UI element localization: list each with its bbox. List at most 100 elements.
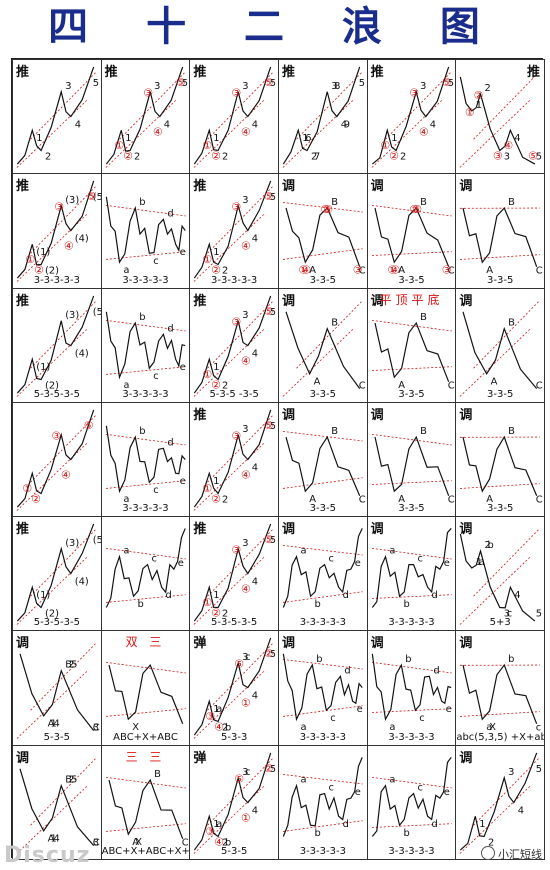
wave-type-tag: 调 xyxy=(282,636,296,652)
wave-structure-label: 3-3-5 xyxy=(398,503,425,515)
wave-cell: a b c d e 调 3-3-3-3-3 xyxy=(278,516,368,632)
wave-drawing: A B C 1 2 3 4 5 xyxy=(16,756,100,854)
wave-label: 2 xyxy=(485,83,491,94)
wave-line xyxy=(371,528,452,609)
wave-line xyxy=(282,528,363,608)
wave-label: ⑤ xyxy=(235,772,245,785)
wave-label: b xyxy=(314,828,320,839)
wave-label: ① xyxy=(241,697,251,710)
wave-label: B xyxy=(420,197,427,208)
page-title: 四 十 二 浪 图 xyxy=(48,3,502,50)
wave-label: 2 xyxy=(68,660,74,671)
wave-label: 2 xyxy=(222,723,228,734)
wave-label: ① xyxy=(203,482,213,495)
wave-line xyxy=(282,756,363,837)
wave-label: 1 xyxy=(214,133,220,144)
wave-label: 2 xyxy=(222,266,228,277)
wave-type-tag: 调 xyxy=(459,636,473,652)
wave-label: ⑤ xyxy=(528,149,538,162)
wave-line xyxy=(19,768,95,846)
wave-label: 4 xyxy=(518,805,524,816)
wave-label: ② xyxy=(264,762,274,775)
channel-line xyxy=(282,659,363,670)
channel-line xyxy=(282,591,363,603)
channel-line xyxy=(282,202,363,213)
wave-type-tag: 弹 xyxy=(193,636,207,652)
wave-label: ④ xyxy=(241,125,251,138)
wave-drawing: 12 3 4 5 ①② ③ ④ ⑤ xyxy=(194,523,276,625)
wave-label: ① xyxy=(465,106,475,119)
wave-drawing: A B C xyxy=(282,426,366,505)
wave-label: c xyxy=(153,256,158,267)
wave-line xyxy=(371,66,449,165)
wave-label: (4) xyxy=(75,234,89,245)
wave-label: a xyxy=(300,723,306,734)
wave-line xyxy=(374,207,449,268)
wave-label: 1 xyxy=(480,819,486,830)
wave-label: 1 xyxy=(36,133,42,144)
wave-type-tag: 调 xyxy=(370,522,384,538)
wave-cell: A B C 调 3-3-5 xyxy=(455,287,545,403)
wave-label: b xyxy=(405,655,411,666)
wave-label: B xyxy=(420,312,427,323)
wave-label: (3) xyxy=(65,309,79,320)
wave-drawing: 12 3 4 5 xyxy=(16,66,99,168)
wave-label: 4 xyxy=(54,833,60,844)
wave-label: 3 xyxy=(243,538,249,549)
wave-structure-label: 5-3-5 xyxy=(221,845,248,857)
wave-structure-label: 5+3 xyxy=(489,617,511,629)
wave-label: 4 xyxy=(252,462,258,473)
wave-cell: 1 2 3 4 5 ① ② ③ ④ ⑤ 推 5-3-5-3-5 xyxy=(189,516,279,632)
wave-label: a xyxy=(389,546,395,557)
wave-drawing: 12 3 4 5 67 8 9 xyxy=(282,66,365,168)
wave-cell: (1) (2) (3) (4) (5) 推 5-3-5-3-5 xyxy=(12,516,102,632)
channel-line xyxy=(16,327,88,397)
wave-label: 2 xyxy=(400,151,406,162)
wave-label: ③ xyxy=(232,87,242,100)
wave-drawing: 12 3 4 5 ①② ③ ④ ⑤ xyxy=(194,295,276,397)
channel-line xyxy=(194,442,266,511)
wave-line xyxy=(282,66,361,165)
wave-label: d xyxy=(431,819,437,830)
wave-cell: 1 2 3 4 5 a b c 调 5+3 xyxy=(455,516,545,632)
wave-label: 2 xyxy=(68,774,74,785)
wave-label: ② xyxy=(211,264,221,277)
wave-label: 8 xyxy=(334,81,340,92)
wave-structure-label: 3-3-3-3-3 xyxy=(33,274,80,286)
wave-label: a xyxy=(217,705,223,716)
wave-line xyxy=(105,311,186,380)
wave-label: 5 xyxy=(270,306,276,317)
wave-cell: A B C ① ② ③ ④ ⑤ 调 3-3-5 xyxy=(278,173,368,289)
wave-label: (2) xyxy=(45,608,59,619)
wave-drawing: a b c d e xyxy=(371,528,452,610)
wave-structure-label: 3-3-3-3-3 xyxy=(299,617,346,629)
wave-label: b xyxy=(225,837,231,848)
wave-label: (5) xyxy=(93,306,101,317)
wave-label: 5 xyxy=(270,535,276,546)
wave-label: ③ xyxy=(232,315,242,328)
wave-label: e xyxy=(443,787,449,798)
channel-line xyxy=(371,319,452,331)
wave-label: a xyxy=(389,774,395,785)
channel-line xyxy=(105,662,186,674)
wave-label: ④ xyxy=(504,139,514,152)
wave-cell: a b c d e 调 3-3-3-3-3 xyxy=(366,630,457,746)
wave-label: 2 xyxy=(485,540,491,551)
channel-line xyxy=(371,99,443,168)
wave-label: 5 xyxy=(270,649,276,660)
wave-cell: a b c d e 3-3-3-3-3 xyxy=(100,401,191,518)
wave-label: a xyxy=(217,819,223,830)
wave-structure-label: 3-3-5 xyxy=(309,274,336,286)
wave-label: a xyxy=(300,546,306,557)
wave-label: ① xyxy=(25,253,35,266)
wave-label: 3 xyxy=(243,652,249,663)
wave-label: A xyxy=(309,265,316,276)
channel-line xyxy=(105,99,177,168)
wave-label: ④ xyxy=(214,835,224,848)
channel-line xyxy=(105,548,186,560)
wave-label: c xyxy=(153,485,158,496)
wave-label: e xyxy=(443,558,449,569)
wave-structure-label: 5-3-5 xyxy=(43,731,70,743)
wave-label: ② xyxy=(123,149,133,162)
